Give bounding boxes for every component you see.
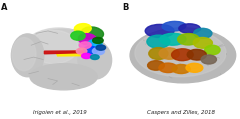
Text: Irigoien et al., 2019: Irigoien et al., 2019	[33, 110, 87, 115]
Ellipse shape	[160, 33, 186, 45]
Ellipse shape	[147, 35, 170, 48]
Ellipse shape	[159, 63, 177, 73]
Ellipse shape	[201, 55, 216, 64]
Ellipse shape	[81, 27, 103, 40]
Ellipse shape	[71, 31, 85, 40]
Text: Caspers and Zilles, 2018: Caspers and Zilles, 2018	[147, 110, 215, 115]
Ellipse shape	[82, 53, 91, 59]
Ellipse shape	[30, 64, 97, 90]
Ellipse shape	[186, 63, 203, 72]
Ellipse shape	[193, 37, 212, 48]
Ellipse shape	[178, 34, 199, 45]
Ellipse shape	[179, 24, 200, 33]
Ellipse shape	[172, 64, 190, 74]
Text: A: A	[1, 3, 8, 12]
Ellipse shape	[18, 29, 109, 84]
Ellipse shape	[187, 49, 206, 60]
Ellipse shape	[88, 40, 102, 49]
Ellipse shape	[159, 48, 179, 59]
Ellipse shape	[148, 61, 164, 70]
Ellipse shape	[11, 34, 44, 77]
Ellipse shape	[78, 41, 112, 79]
Ellipse shape	[79, 42, 91, 49]
Ellipse shape	[84, 46, 97, 54]
Ellipse shape	[90, 55, 99, 60]
Ellipse shape	[93, 37, 103, 43]
Ellipse shape	[96, 45, 106, 50]
Ellipse shape	[78, 34, 97, 45]
Ellipse shape	[135, 29, 226, 77]
Ellipse shape	[145, 24, 174, 37]
Ellipse shape	[149, 48, 168, 60]
Ellipse shape	[74, 24, 91, 34]
Ellipse shape	[205, 45, 220, 55]
Ellipse shape	[12, 37, 36, 71]
Ellipse shape	[162, 21, 186, 31]
Text: B: B	[122, 3, 129, 12]
Ellipse shape	[194, 28, 212, 38]
Polygon shape	[44, 51, 84, 54]
Ellipse shape	[23, 28, 95, 73]
Ellipse shape	[76, 48, 87, 54]
Ellipse shape	[130, 28, 236, 83]
Ellipse shape	[172, 49, 193, 61]
Ellipse shape	[92, 48, 104, 55]
Polygon shape	[56, 50, 84, 56]
Ellipse shape	[30, 30, 78, 64]
